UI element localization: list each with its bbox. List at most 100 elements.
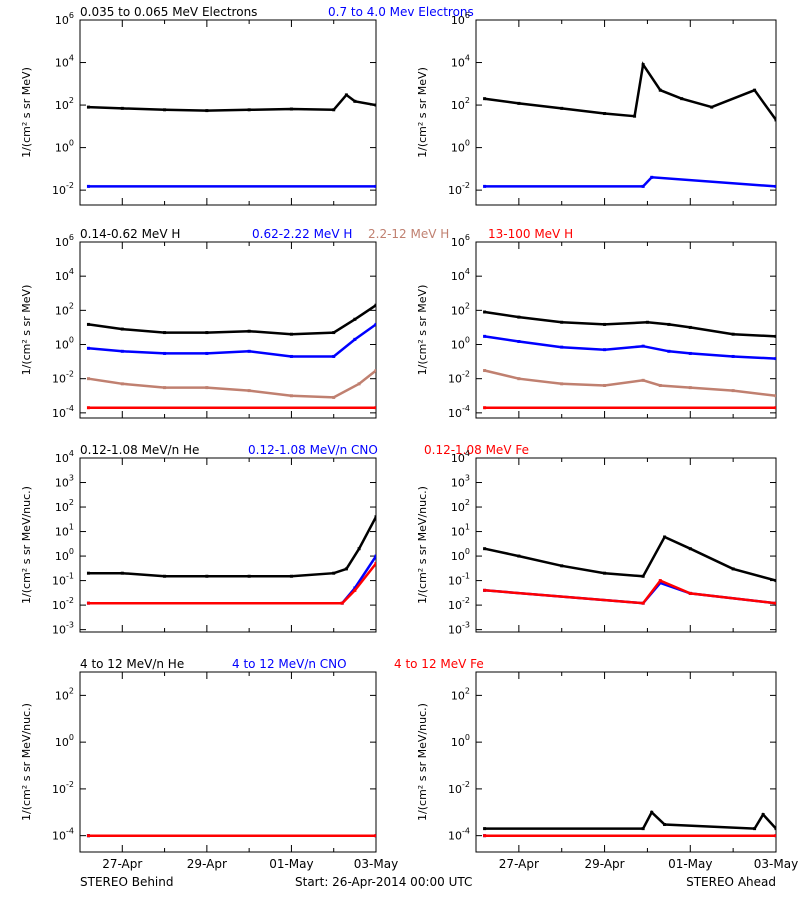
x-tick-label: 03-May: [354, 857, 398, 871]
data-point: [205, 386, 209, 390]
data-point: [731, 332, 735, 336]
data-point: [353, 337, 357, 341]
y-tick-label: 10-4: [52, 827, 74, 843]
y-tick-label: 10-2: [448, 370, 470, 386]
data-point: [645, 320, 649, 324]
y-tick-label: 10-1: [52, 572, 74, 588]
data-point: [650, 175, 654, 179]
data-point: [205, 351, 209, 355]
data-point: [731, 389, 735, 393]
y-tick-label: 106: [55, 11, 74, 27]
data-point: [560, 564, 564, 568]
series-group: [86, 515, 376, 605]
y-tick-label: 102: [55, 301, 74, 317]
legend-entry: 0.12-1.08 MeV/n CNO: [248, 443, 378, 457]
series-group: [483, 810, 776, 838]
data-point: [774, 394, 776, 398]
data-point: [120, 327, 124, 331]
y-tick-label: 10-2: [448, 596, 470, 612]
data-point: [86, 601, 90, 605]
legend-entry: 4 to 12 MeV/n He: [80, 657, 184, 671]
data-point: [517, 340, 521, 344]
data-point: [483, 406, 487, 410]
data-point: [374, 103, 376, 107]
data-point: [517, 315, 521, 319]
legend-entry: 0.62-2.22 MeV H: [252, 227, 352, 241]
data-point: [289, 354, 293, 358]
data-point: [374, 561, 376, 565]
data-point: [688, 547, 692, 551]
data-point: [761, 813, 765, 817]
plot-frame: [475, 671, 777, 853]
data-point: [483, 547, 487, 551]
data-point: [667, 322, 671, 326]
data-point: [560, 382, 564, 386]
data-point: [667, 349, 671, 353]
footer-left: STEREO Behind: [80, 875, 174, 889]
series-line: [484, 61, 776, 121]
data-point: [163, 108, 167, 112]
data-point: [289, 332, 293, 336]
data-point: [205, 109, 209, 113]
y-tick-label: 10-3: [52, 621, 74, 637]
data-point: [353, 99, 357, 103]
y-tick-label: 106: [451, 11, 470, 27]
y-axis-label: 1/(cm² s sr MeV): [416, 285, 429, 376]
y-tick-label: 106: [55, 233, 74, 249]
data-point: [603, 571, 607, 575]
data-point: [774, 579, 776, 583]
data-point: [86, 346, 90, 350]
data-point: [86, 105, 90, 109]
x-tick-label: 01-May: [269, 857, 313, 871]
data-point: [731, 354, 735, 358]
y-tick-label: 100: [55, 547, 74, 563]
y-tick-label: 102: [55, 498, 74, 514]
y-tick-label: 10-4: [52, 404, 74, 420]
y-axis-label: 1/(cm² s sr MeV/nuc.): [416, 703, 429, 821]
data-point: [774, 118, 776, 122]
data-point: [374, 303, 376, 307]
data-point: [374, 369, 376, 373]
data-point: [289, 107, 293, 111]
y-tick-label: 10-3: [448, 621, 470, 637]
y-tick-label: 102: [55, 96, 74, 112]
y-tick-label: 100: [451, 547, 470, 563]
series-group: [483, 61, 776, 188]
y-tick-label: 10-2: [52, 370, 74, 386]
data-point: [774, 601, 776, 605]
y-tick-label: 102: [451, 686, 470, 702]
data-point: [603, 348, 607, 352]
y-tick-label: 102: [451, 498, 470, 514]
data-point: [483, 334, 487, 338]
data-point: [560, 106, 564, 110]
series-group: [86, 303, 376, 410]
data-point: [86, 322, 90, 326]
data-point: [120, 571, 124, 575]
y-tick-label: 100: [55, 336, 74, 352]
data-point: [658, 581, 662, 585]
data-point: [344, 567, 348, 571]
y-tick-label: 101: [451, 523, 470, 539]
data-point: [86, 406, 90, 410]
data-point: [774, 834, 776, 838]
data-point: [289, 394, 293, 398]
legend-entry: 13-100 MeV H: [488, 227, 573, 241]
data-point: [374, 515, 376, 519]
legend-entry: 0.12-1.08 MeV Fe: [424, 443, 529, 457]
data-point: [753, 88, 757, 92]
panel-behind: 10-3 10-2 10-1 100 101 102 103 104 1/(cm² s sr M…: [20, 449, 377, 637]
y-tick-label: 10-4: [448, 404, 470, 420]
data-point: [753, 827, 757, 831]
footer-right: STEREO Ahead: [686, 875, 776, 889]
data-point: [483, 310, 487, 314]
data-point: [680, 97, 684, 101]
y-tick-label: 103: [55, 474, 74, 490]
data-point: [774, 334, 776, 338]
panel-behind: 10-4 10-2 100 102 27-Apr 29-Apr 01-May 03-May 1/…: [20, 671, 398, 871]
data-point: [483, 834, 487, 838]
data-point: [86, 377, 90, 381]
data-point: [163, 574, 167, 578]
legend-entry: 0.12-1.08 MeV/n He: [80, 443, 199, 457]
data-point: [483, 588, 487, 592]
panel-ahead: 10-4 10-2 100 102 104 106 1/(cm² s sr MeV): [416, 233, 777, 420]
